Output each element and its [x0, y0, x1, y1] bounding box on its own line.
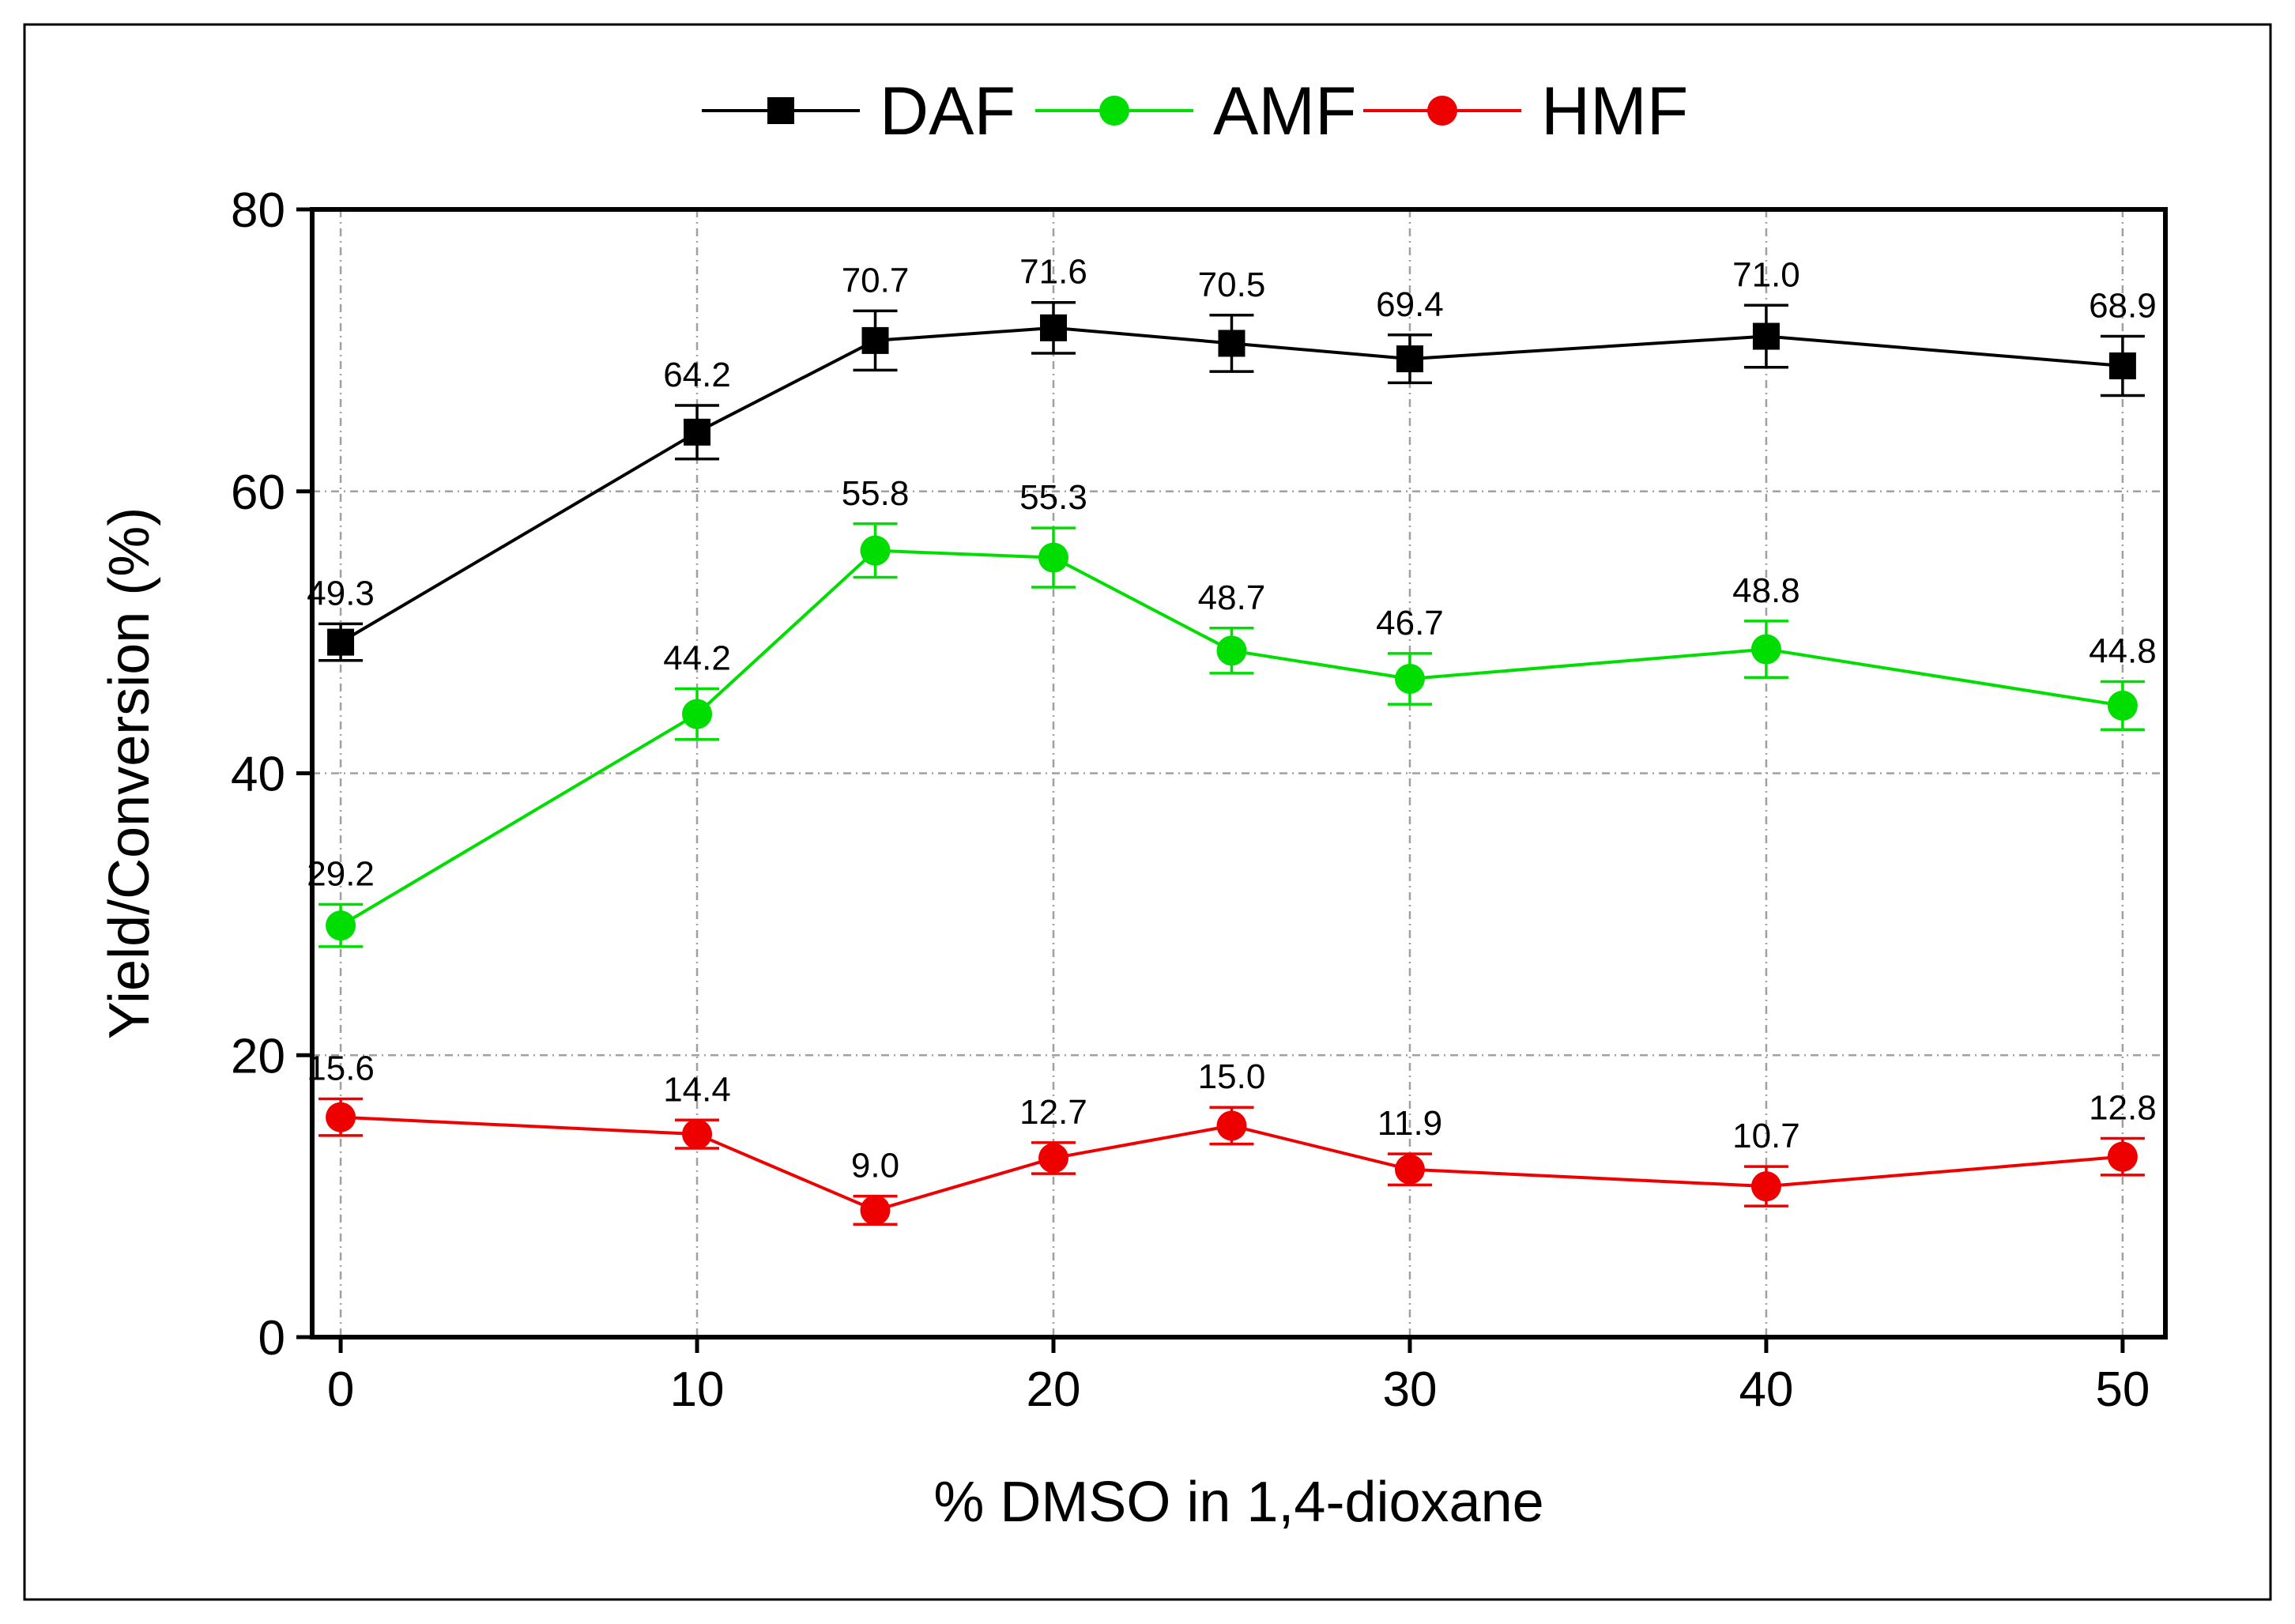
- point-marker: [1394, 663, 1425, 694]
- legend-item-daf: DAF: [702, 73, 1016, 149]
- x-tick-label: 20: [1027, 1362, 1081, 1417]
- point-marker: [326, 910, 356, 941]
- series-amf: 29.2 44.2 55.8 55.3 48.7 46.7 48.8 44.8: [307, 474, 2157, 948]
- point-marker: [1038, 1143, 1068, 1174]
- data-label: 12.8: [2089, 1088, 2157, 1127]
- data-label: 14.4: [663, 1070, 731, 1109]
- x-tick-label: 30: [1382, 1362, 1437, 1417]
- data-label: 44.2: [663, 639, 731, 677]
- data-label: 55.3: [1019, 478, 1087, 517]
- point-marker: [1218, 330, 1245, 357]
- point-marker: [682, 699, 713, 729]
- y-tick-label: 40: [231, 748, 285, 802]
- series-line: [340, 326, 2124, 644]
- y-tick-label: 60: [231, 465, 285, 520]
- data-label: 71.0: [1732, 255, 1800, 294]
- point-marker: [861, 326, 889, 354]
- legend-label: HMF: [1541, 73, 1688, 149]
- legend-label: DAF: [880, 73, 1016, 149]
- data-label: 64.2: [663, 356, 731, 394]
- legend-item-amf: AMF: [1035, 73, 1357, 149]
- point-marker: [1394, 1154, 1425, 1185]
- y-tick-label: 80: [231, 183, 285, 238]
- x-tick-label: 40: [1739, 1362, 1793, 1417]
- axis-ticks: 0 10 20 30 40 50 0 20 40 60 80: [231, 183, 2150, 1417]
- data-label: 12.7: [1019, 1093, 1087, 1132]
- point-marker: [2107, 690, 2138, 721]
- series-line: [340, 548, 2124, 927]
- data-label: 48.7: [1198, 578, 1266, 617]
- data-label: 9.0: [851, 1147, 899, 1185]
- point-marker: [1396, 345, 1423, 373]
- point-marker: [682, 1119, 713, 1150]
- point-marker: [860, 535, 891, 566]
- point-marker: [1216, 635, 1247, 666]
- y-axis-title: Yield/Conversion (%): [98, 507, 161, 1040]
- data-label: 29.2: [307, 854, 375, 893]
- legend-label: AMF: [1213, 73, 1357, 149]
- data-label: 15.6: [307, 1049, 375, 1088]
- data-label: 55.8: [842, 474, 910, 513]
- y-tick-label: 0: [258, 1311, 285, 1366]
- series-line: [340, 1115, 2124, 1212]
- data-label: 71.6: [1019, 253, 1087, 292]
- point-marker: [2107, 1141, 2138, 1172]
- point-marker: [684, 418, 711, 446]
- point-marker: [1750, 634, 1781, 665]
- point-marker: [860, 1195, 891, 1226]
- point-marker: [1427, 96, 1457, 126]
- series-hmf: 15.6 14.4 9.0 12.7 15.0 11.9 10.7 12.8: [307, 1049, 2157, 1226]
- x-tick-label: 10: [670, 1362, 725, 1417]
- point-marker: [1040, 314, 1067, 341]
- series-layer: 49.3 64.2 70.7 71.6 70.5 69.4 71.0 68.9 29.2 44.2…: [307, 253, 2157, 1226]
- point-marker: [1099, 96, 1129, 126]
- series-daf: 49.3 64.2 70.7 71.6 70.5 69.4 71.0 68.9: [307, 253, 2157, 662]
- data-label: 70.5: [1198, 266, 1266, 304]
- point-marker: [1752, 322, 1780, 350]
- point-marker: [1750, 1171, 1781, 1202]
- data-label: 49.3: [307, 574, 375, 612]
- data-label: 69.4: [1376, 285, 1444, 324]
- point-marker: [767, 97, 794, 124]
- data-label: 15.0: [1198, 1057, 1266, 1096]
- data-label: 46.7: [1376, 604, 1444, 642]
- data-label: 10.7: [1732, 1117, 1800, 1155]
- data-label: 11.9: [1377, 1104, 1442, 1143]
- x-axis-title: % DMSO in 1,4-dioxane: [933, 1471, 1543, 1534]
- data-label: 44.8: [2089, 632, 2157, 671]
- figure-frame: [23, 23, 2272, 1601]
- data-label: 48.8: [1732, 571, 1800, 610]
- point-marker: [1038, 542, 1068, 573]
- legend-item-hmf: HMF: [1363, 73, 1688, 149]
- data-label: 68.9: [2089, 287, 2157, 326]
- y-tick-label: 20: [231, 1029, 285, 1083]
- legend: DAF AMF HMF: [702, 73, 1688, 149]
- x-tick-label: 50: [2095, 1362, 2150, 1417]
- point-marker: [1216, 1110, 1247, 1141]
- point-marker: [327, 628, 355, 656]
- data-label: 70.7: [842, 261, 910, 300]
- point-marker: [326, 1102, 356, 1132]
- point-marker: [2108, 352, 2136, 379]
- x-tick-label: 0: [327, 1362, 354, 1417]
